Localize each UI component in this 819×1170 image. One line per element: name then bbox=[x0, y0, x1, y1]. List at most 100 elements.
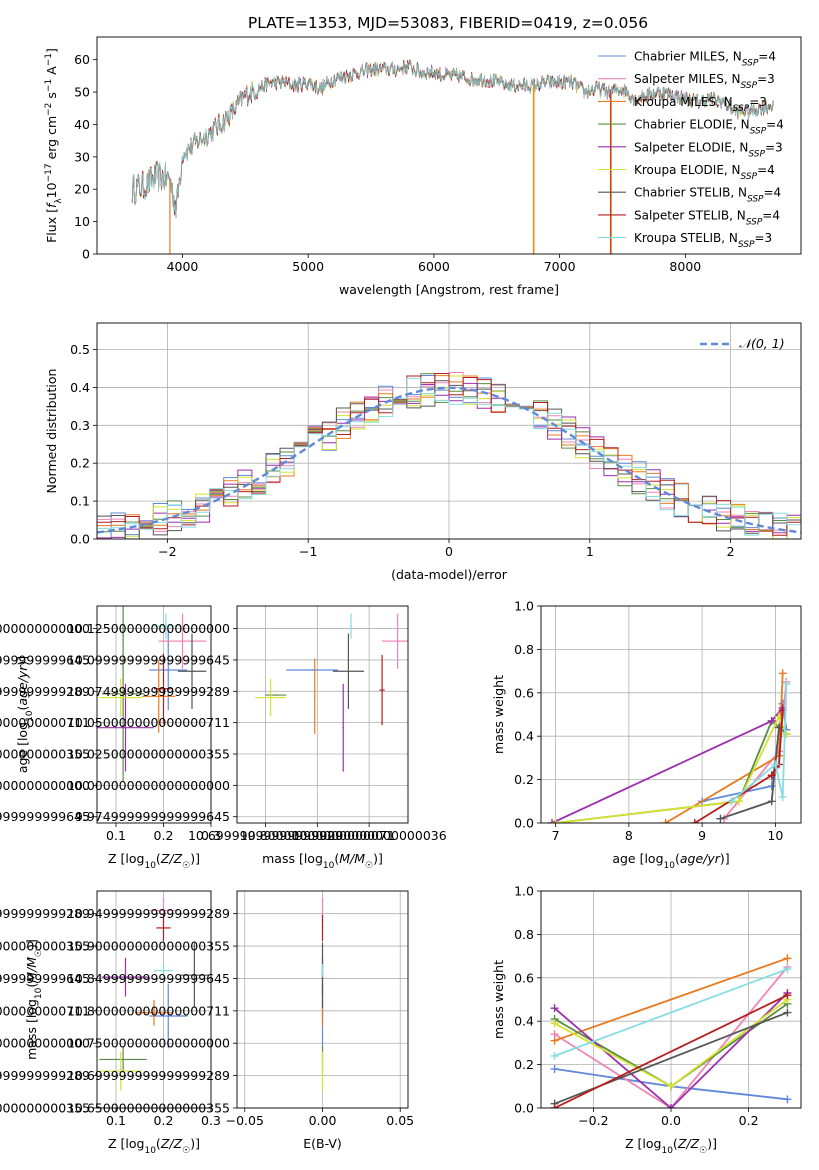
legend-label-kroupa-elodie: Kroupa ELODIE, NSSP=4 bbox=[634, 163, 775, 182]
legend-label-salpeter-stelib: Salpeter STELIB, NSSP=4 bbox=[634, 208, 780, 227]
y-tick-label: 10.050000000000000711 bbox=[0, 715, 90, 730]
errorbar-chabrier-elodie bbox=[99, 1046, 147, 1073]
x-tick-label: 10.90000000000000036 bbox=[292, 828, 447, 843]
x-tick-label: −1 bbox=[299, 544, 317, 559]
y-tick-label: 0.6 bbox=[514, 685, 534, 700]
y-tick-label: 10.650000000000000355 bbox=[67, 1101, 230, 1116]
gauss-curve bbox=[97, 386, 801, 534]
errorbar-point bbox=[157, 695, 160, 698]
y-tick-label: 50 bbox=[74, 85, 90, 100]
x-tick-label: 0 bbox=[445, 544, 453, 559]
weight-line-kroupa-miles bbox=[665, 673, 784, 823]
errorbar-point bbox=[162, 969, 165, 972]
weight-marker-chabrier-miles bbox=[767, 782, 776, 791]
y-tick-label: 0.2 bbox=[514, 772, 534, 787]
age-vs-z-panel: 0.1 0.2 0.3 9.974999999999999645 10.00000000… bbox=[0, 605, 221, 871]
y-tick-label: 9.974999999999999645 bbox=[0, 809, 90, 824]
hist-salpeter-elodie bbox=[97, 382, 801, 539]
errorbar-salpeter-elodie bbox=[97, 683, 154, 772]
y-tick-label: 0.8 bbox=[514, 642, 534, 657]
y-tick-label: 10.099999999999999645 bbox=[67, 652, 230, 667]
x-tick-label: 9 bbox=[698, 828, 706, 843]
y-tick-label: 10.025000000000000355 bbox=[0, 747, 90, 762]
x-tick-label: 0.1 bbox=[106, 828, 126, 843]
weight-marker-salpeter-elodie bbox=[550, 1004, 559, 1013]
weight-marker-kroupa-elodie bbox=[667, 1082, 675, 1091]
weight-marker-salpeter-stelib bbox=[767, 771, 776, 780]
errorbar-point bbox=[342, 726, 345, 729]
errorbar-point bbox=[269, 696, 272, 699]
weight-marker-chabrier-miles bbox=[550, 1064, 559, 1073]
errorbar-chabrier-elodie bbox=[101, 606, 145, 782]
spectrum-legend: Chabrier MILES, NSSP=4 Salpeter MILES, NS… bbox=[598, 50, 784, 250]
plot-area bbox=[97, 606, 207, 782]
weight-marker-kroupa-stelib bbox=[782, 680, 791, 689]
errorbar-kroupa-elodie bbox=[255, 678, 287, 717]
age_vs_Z-xlabel: Z [log10(Z/Z☉)] bbox=[108, 851, 200, 871]
errorbar-kroupa-stelib bbox=[350, 613, 352, 639]
weight-marker-kroupa-stelib bbox=[778, 792, 787, 801]
y-tick-label: 10 bbox=[74, 214, 90, 229]
legend-label-salpeter-miles: Salpeter MILES, NSSP=3 bbox=[634, 72, 775, 91]
age_vs_mass-xlabel: mass [log10(M/M☉)] bbox=[262, 851, 383, 871]
weight-marker-salpeter-elodie bbox=[767, 717, 776, 726]
errorbar-kroupa-elodie bbox=[99, 1051, 143, 1091]
errorbar-point bbox=[119, 1070, 122, 1072]
hist-salpeter-stelib bbox=[97, 373, 801, 536]
weight-marker-kroupa-elodie bbox=[734, 797, 743, 806]
y-tick-label: 10.125000000000000000 bbox=[67, 621, 230, 636]
y-tick-label: 10.900000000000000355 bbox=[67, 939, 230, 954]
y-tick-label: 0.4 bbox=[70, 380, 90, 395]
x-tick-label: 10.69999999999999929 bbox=[188, 828, 343, 843]
axes-frame bbox=[96, 890, 212, 1109]
age-vs-mass-panel: 10.6999999999999992910.80000000000000071… bbox=[67, 605, 447, 871]
mass_vs_ebv-xlabel: E(B-V) bbox=[303, 1136, 342, 1151]
weight-line-salpeter-stelib bbox=[554, 994, 788, 1108]
errorbar-point bbox=[122, 693, 124, 695]
weight_vs_age-xlabel: age [log10(age/yr)] bbox=[612, 851, 729, 871]
errorbar-point bbox=[167, 669, 170, 671]
x-tick-label: 8 bbox=[625, 828, 633, 843]
x-tick-label: 6000 bbox=[418, 259, 450, 274]
residuals-ylabel: Normed distribution bbox=[44, 369, 59, 494]
errorbar-salpeter-stelib bbox=[154, 653, 173, 724]
y-tick-label: 10.650000000000000355 bbox=[0, 1101, 90, 1116]
weight-marker-salpeter-stelib bbox=[550, 1104, 559, 1108]
errorbar-salpeter-stelib bbox=[379, 654, 385, 726]
errorbar-kroupa-stelib bbox=[151, 613, 181, 639]
plot-area bbox=[550, 954, 792, 1108]
errorbar-point bbox=[321, 969, 324, 972]
spectrum-ylabel: Flux [fλ10−17 erg cm−2 s−1 A−1] bbox=[44, 48, 64, 243]
y-tick-label: 0.4 bbox=[514, 1014, 534, 1029]
errorbar-chabrier-miles bbox=[149, 983, 188, 1049]
plot-area bbox=[255, 613, 408, 772]
age_vs_Z-ylabel: age [log10(age/yr)] bbox=[15, 656, 35, 773]
errorbar-kroupa-stelib bbox=[154, 964, 173, 978]
weight-marker-salpeter-elodie bbox=[667, 1104, 675, 1108]
y-tick-label: 10.849999999999999645 bbox=[0, 971, 90, 986]
weight-marker-salpeter-elodie bbox=[547, 819, 556, 823]
y-tick-label: 0.0 bbox=[70, 532, 90, 547]
weight_vs_Z-ylabel: mass weight bbox=[491, 960, 506, 1039]
y-tick-label: 0.8 bbox=[514, 927, 534, 942]
y-tick-label: 0.5 bbox=[70, 342, 90, 357]
y-tick-label: 10.949999999999999289 bbox=[67, 906, 230, 921]
x-tick-label: −0.2 bbox=[578, 1113, 608, 1128]
errorbar-kroupa-elodie bbox=[321, 1051, 324, 1091]
errorbar-kroupa-miles bbox=[142, 659, 176, 733]
y-tick-label: 0.2 bbox=[514, 1057, 534, 1072]
y-tick-label: 10.025000000000000355 bbox=[67, 747, 230, 762]
legend-label-chabrier-elodie: Chabrier ELODIE, NSSP=4 bbox=[634, 118, 784, 137]
plot-area bbox=[321, 897, 324, 1091]
errorbar-salpeter-miles bbox=[382, 613, 408, 669]
errorbar-salpeter-elodie bbox=[342, 683, 345, 772]
y-tick-label: 10.750000000000000000 bbox=[0, 1036, 90, 1051]
x-tick-label: 0.3 bbox=[201, 1113, 221, 1128]
errorbar-point bbox=[193, 974, 196, 977]
errorbar-salpeter-stelib bbox=[321, 914, 324, 941]
plot-area bbox=[99, 897, 209, 1091]
x-tick-label: 1 bbox=[586, 544, 594, 559]
y-tick-label: 0.2 bbox=[70, 456, 90, 471]
errorbar-point bbox=[122, 1058, 124, 1061]
